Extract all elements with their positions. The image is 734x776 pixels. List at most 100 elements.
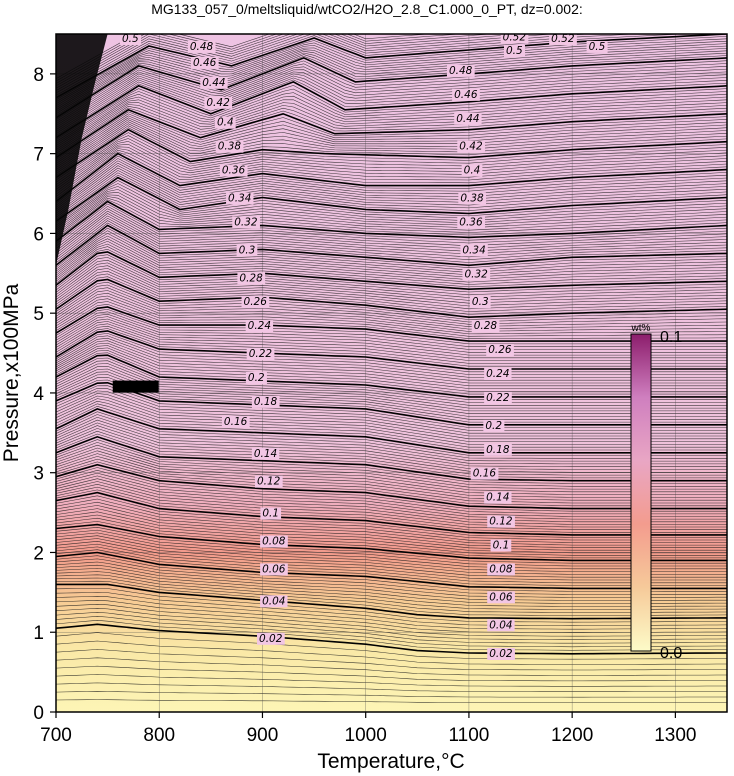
contour-label-bg — [549, 34, 577, 45]
minor-contour-line — [56, 68, 727, 126]
major-contour-0.38 — [56, 128, 727, 179]
contour-label-text: 0.22 — [249, 348, 273, 360]
x-tick-label: 700 — [40, 725, 72, 746]
minor-contour-line — [56, 422, 727, 467]
contour-label: 0.26 — [486, 344, 514, 357]
contour-label-bg — [484, 391, 512, 404]
minor-contour-line — [56, 403, 727, 448]
minor-contour-line — [56, 40, 727, 105]
contour-label-bg — [215, 140, 244, 153]
minor-contour-line — [56, 240, 727, 280]
contour-label: 0.08 — [487, 563, 515, 576]
major-contour-0.2 — [56, 354, 727, 398]
contour-label-text: 0.22 — [486, 392, 510, 404]
contour-label-bg — [119, 34, 141, 45]
minor-contour-line — [56, 265, 727, 304]
contour-label-text: 0.36 — [459, 216, 483, 228]
major-contour-0.26 — [56, 278, 727, 319]
minor-contour-line — [56, 165, 727, 212]
minor-contours — [56, 34, 727, 703]
contour-label-bg — [457, 140, 485, 153]
contour-label-text: 0.3 — [239, 244, 256, 256]
contour-label-text: 0.38 — [218, 141, 242, 153]
contour-label-bg — [471, 320, 500, 333]
contour-label: 0.4 — [214, 116, 236, 129]
contour-label: 0.06 — [487, 591, 515, 604]
minor-contour-line — [56, 79, 727, 136]
major-contour-0.06 — [56, 551, 727, 590]
minor-contour-line — [56, 561, 727, 598]
minor-contour-line — [56, 107, 727, 156]
minor-contour-line — [56, 34, 525, 87]
contour-label: 0.02 — [487, 647, 515, 660]
contour-label-text: 0.3 — [472, 296, 489, 308]
minor-contour-line — [56, 501, 727, 543]
minor-contour-line — [56, 363, 727, 406]
contour-label: 0.24 — [245, 320, 274, 333]
minor-contour-line — [56, 199, 727, 240]
contour-label-text: 0.1 — [262, 508, 279, 520]
minor-contour-line — [56, 674, 727, 687]
minor-contour-line — [56, 155, 727, 204]
minor-contour-line — [56, 217, 727, 259]
contour-label: 0.2 — [483, 419, 505, 432]
minor-contour-line — [56, 222, 727, 264]
chart-title: MG133_057_0/meltsliquid/wtCO2/H2O_2.8_C1… — [151, 1, 583, 17]
colorbar-max-label: 0.1 — [660, 329, 682, 346]
minor-contour-line — [56, 220, 727, 261]
contour-label-text: 0.12 — [257, 476, 281, 488]
minor-contour-line — [56, 478, 727, 523]
minor-contour-line — [56, 527, 727, 564]
minor-contour-line — [56, 555, 727, 592]
contour-label-bg — [260, 563, 288, 576]
contour-label: 0.18 — [251, 395, 280, 408]
dense-contour-region — [56, 34, 108, 266]
contour-label: 0.46 — [452, 88, 480, 101]
contour-label-bg — [484, 443, 512, 456]
contour-label-bg — [260, 595, 288, 608]
contour-label: 0.52 — [500, 34, 529, 44]
major-contour-0.08 — [56, 523, 727, 562]
minor-contour-line — [56, 549, 727, 586]
contour-label: 0.48 — [187, 40, 216, 53]
overlap-label-block — [112, 380, 159, 393]
minor-contour-line — [56, 71, 727, 128]
minor-contour-line — [56, 442, 727, 487]
x-tick-label: 1100 — [448, 725, 489, 746]
minor-contour-line — [56, 411, 727, 456]
minor-contour-line — [56, 385, 727, 428]
contour-label-bg — [257, 632, 285, 645]
minor-contour-line — [56, 498, 727, 541]
contour-label-bg — [236, 244, 258, 257]
minor-contour-line — [56, 127, 727, 176]
minor-contour-line — [56, 665, 727, 682]
contour-label-text: 0.2 — [485, 420, 502, 432]
contour-label-bg — [241, 296, 270, 309]
contour-label-bg — [226, 192, 254, 205]
contour-label-text: 0.28 — [474, 320, 498, 332]
minor-contour-line — [56, 430, 727, 476]
minor-contour-line — [56, 588, 727, 623]
major-contour-0.36 — [56, 152, 727, 203]
contour-label-bg — [251, 447, 280, 460]
minor-contour-line — [56, 475, 727, 520]
minor-contour-line — [56, 390, 727, 434]
x-tick-label: 1000 — [345, 725, 387, 746]
contour-label-text: 0.42 — [206, 97, 230, 109]
minor-contour-line — [56, 395, 727, 440]
minor-contour-line — [56, 281, 727, 320]
contour-label: 0.1 — [490, 539, 512, 552]
major-contour-0.4 — [56, 108, 727, 159]
contour-label-bg — [503, 44, 526, 57]
minor-contour-line — [56, 287, 727, 325]
minor-contour-line — [56, 538, 727, 575]
minor-contour-line — [56, 328, 727, 367]
contour-label: 0.5 — [503, 44, 526, 57]
contour-label: 0.26 — [241, 296, 270, 309]
minor-contour-line — [56, 113, 727, 162]
y-tick-label: 3 — [33, 464, 44, 485]
contour-label-text: 0.14 — [486, 492, 509, 504]
contour-label-text: 0.4 — [464, 165, 481, 177]
minor-contour-line — [56, 92, 727, 144]
